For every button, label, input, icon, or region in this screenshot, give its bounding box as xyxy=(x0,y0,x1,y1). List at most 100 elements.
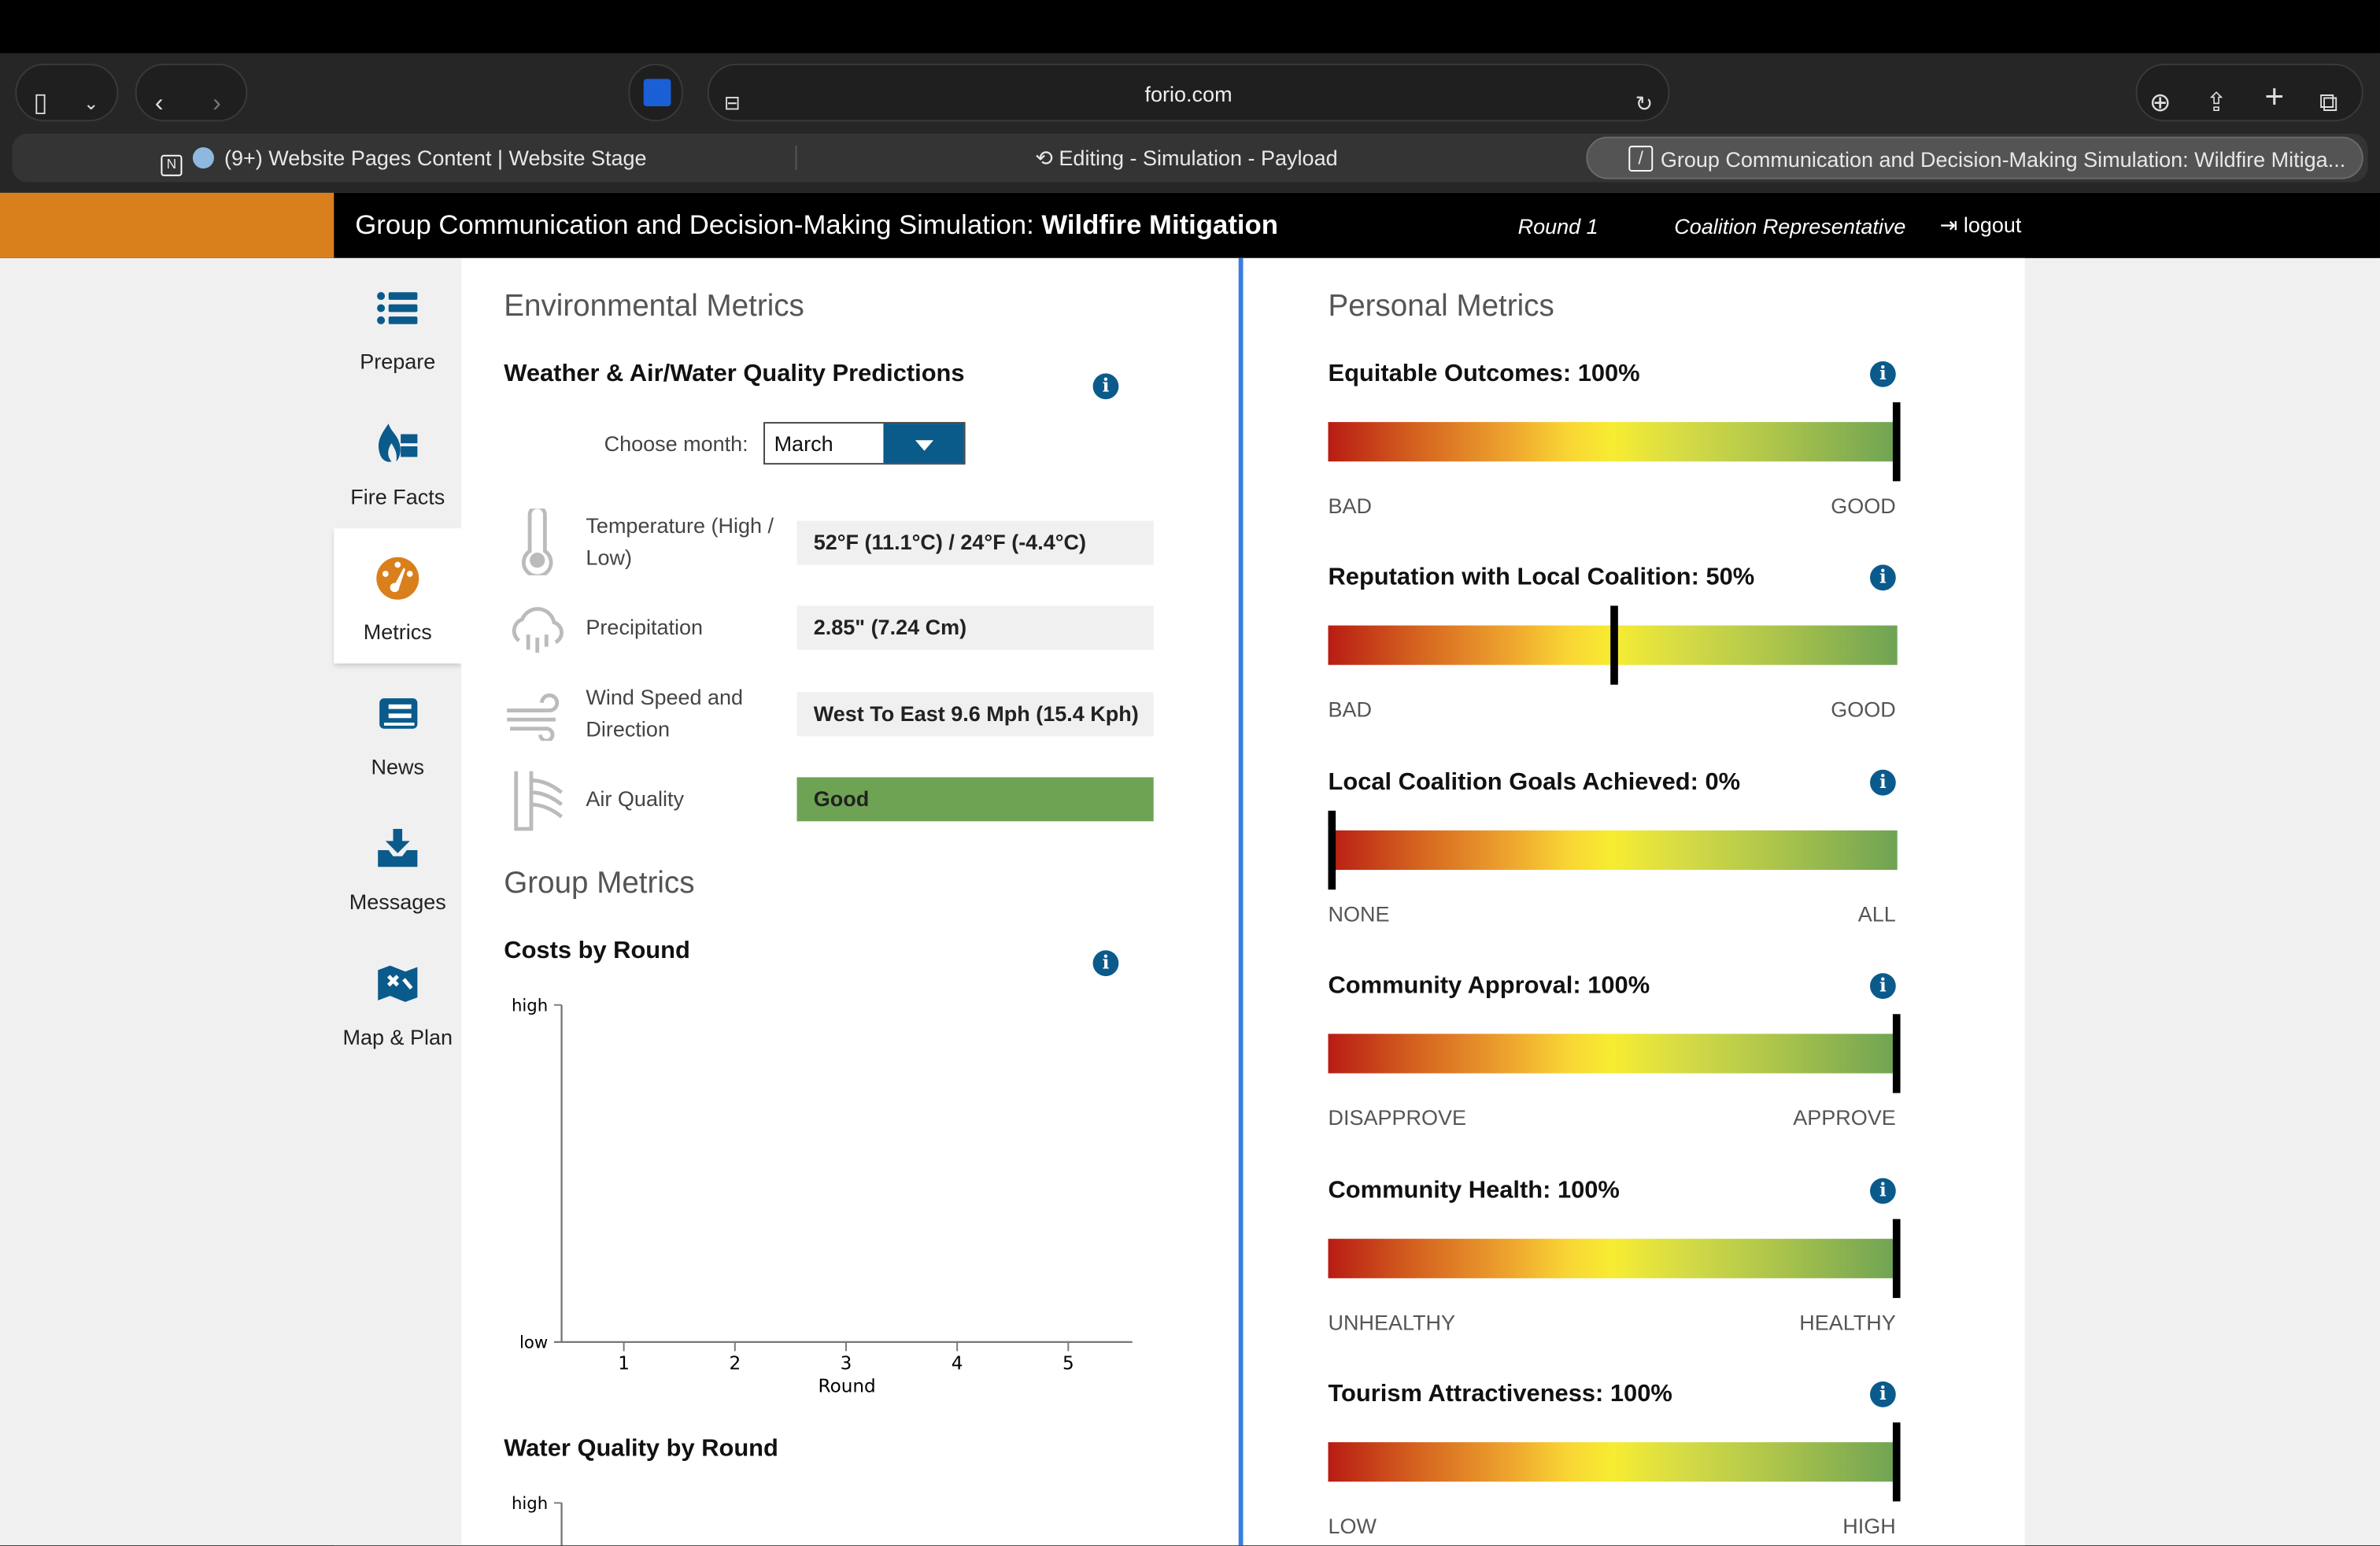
metric-bar-community-approval xyxy=(1328,1014,1901,1093)
sidebar-icon: ▯ xyxy=(33,87,48,117)
metric-bar-reputation-with-local-coalition xyxy=(1328,606,1898,686)
app-header xyxy=(0,192,2380,258)
wind-value: West To East 9.6 Mph (15.4 Kph) xyxy=(796,692,1154,737)
sidebar-toggle-button[interactable]: ▯ ⌄ xyxy=(15,63,119,122)
browser-toolbar: ▯ ⌄ ‹ › ⊟ forio.com ↻ ⊕ ⇪ + ⧉ N (9+) Web… xyxy=(0,53,2380,193)
info-icon[interactable]: i xyxy=(1869,973,1896,1000)
metric-title-community-approval: Community Approval: 100% xyxy=(1328,973,1650,1000)
personal-heading: Personal Metrics xyxy=(1328,290,1554,324)
sidebar-item-messages[interactable]: Messages xyxy=(334,798,461,934)
gauge-icon xyxy=(376,557,419,600)
sidebar-item-prepare[interactable]: Prepare xyxy=(334,258,461,394)
share-icon[interactable]: ⇪ xyxy=(2205,87,2227,117)
tab-editing-simulation[interactable]: ⟲ Editing - Simulation - Payload xyxy=(1035,134,1337,183)
brand-block xyxy=(0,192,334,258)
logout-link[interactable]: ⇥ logout xyxy=(1940,213,2022,239)
back-button[interactable]: ‹ xyxy=(154,87,164,117)
metric-low-label: BAD xyxy=(1328,493,1373,518)
x-tick-label: 1 xyxy=(618,1354,630,1374)
sidebar-item-news[interactable]: News xyxy=(334,664,461,799)
metric-marker xyxy=(1892,1014,1901,1093)
tab-overview-icon[interactable]: ⧉ xyxy=(2319,87,2338,117)
month-value: March xyxy=(774,431,833,456)
metric-high-label: GOOD xyxy=(1831,697,1896,722)
metric-high-label: ALL xyxy=(1857,901,1896,926)
sidebar-item-metrics[interactable]: Metrics xyxy=(334,528,462,664)
sidebar-label: News xyxy=(371,754,425,779)
metric-low-label: BAD xyxy=(1328,697,1373,722)
x-tick-label: 2 xyxy=(729,1354,741,1374)
x-tick-label: 4 xyxy=(952,1354,963,1374)
payload-icon: ⟲ xyxy=(1035,146,1059,170)
metric-low-label: NONE xyxy=(1328,901,1390,926)
metric-low-label: LOW xyxy=(1328,1513,1377,1538)
fire-facts-icon xyxy=(378,423,418,462)
temperature-label: Temperature (High / Low) xyxy=(586,512,774,570)
role-indicator: Coalition Representative xyxy=(1674,213,1906,239)
info-icon[interactable]: i xyxy=(1869,1177,1896,1204)
forward-button[interactable]: › xyxy=(212,87,221,117)
metric-title-community-health: Community Health: 100% xyxy=(1328,1177,1620,1204)
month-select[interactable]: March xyxy=(763,422,966,465)
title-bold: Wildfire Mitigation xyxy=(1041,209,1278,240)
map-icon xyxy=(378,965,418,1002)
sidebar-label: Fire Facts xyxy=(350,484,445,509)
tab-separator xyxy=(795,146,797,170)
metric-title-local-coalition-goals-achieved: Local Coalition Goals Achieved: 0% xyxy=(1328,769,1741,796)
tab-active-simulation[interactable]: / Group Communication and Decision-Makin… xyxy=(1586,136,2363,179)
y-tick-label-low: low xyxy=(519,1333,548,1353)
wind-label: Wind Speed and Direction xyxy=(586,684,744,742)
sidebar-item-fire-facts[interactable]: Fire Facts xyxy=(334,393,461,528)
info-icon[interactable]: i xyxy=(1869,565,1896,591)
chevron-down-icon xyxy=(883,423,964,464)
app-title: Group Communication and Decision-Making … xyxy=(355,209,1278,241)
menu-bar xyxy=(0,0,2380,54)
forio-icon: / xyxy=(1628,146,1654,172)
rain-cloud-icon xyxy=(512,607,564,653)
sidebar-item-map-plan[interactable]: Map & Plan xyxy=(334,934,461,1069)
chevron-down-icon: ⌄ xyxy=(83,92,99,114)
password-extension-button[interactable] xyxy=(628,63,683,122)
newspaper-icon xyxy=(379,698,418,729)
metric-marker xyxy=(1609,606,1617,686)
sidebar-label: Map & Plan xyxy=(342,1024,453,1049)
new-tab-icon[interactable]: + xyxy=(2264,77,2285,116)
temperature-value: 52°F (11.1°C) / 24°F (-4.4°C) xyxy=(796,520,1154,565)
environmental-heading: Environmental Metrics xyxy=(504,290,804,324)
info-icon[interactable]: i xyxy=(1869,361,1896,387)
metric-title-tourism-attractiveness: Tourism Attractiveness: 100% xyxy=(1328,1381,1672,1407)
weather-subheading: Weather & Air/Water Quality Predictions xyxy=(504,361,965,387)
precipitation-label: Precipitation xyxy=(586,615,704,639)
reload-icon[interactable]: ↻ xyxy=(1635,91,1654,116)
info-icon[interactable]: i xyxy=(1869,1381,1896,1407)
info-icon[interactable]: i xyxy=(1092,950,1119,977)
tab-label: Editing - Simulation - Payload xyxy=(1059,146,1338,170)
page-menu-icon: ⊟ xyxy=(723,91,741,114)
wind-icon xyxy=(507,693,560,742)
address-bar[interactable]: ⊟ forio.com ↻ xyxy=(707,63,1670,122)
sidebar-label: Metrics xyxy=(363,619,432,644)
column-divider xyxy=(1238,257,1244,1546)
notion-icon: N xyxy=(161,154,183,176)
metric-high-label: HEALTHY xyxy=(1799,1309,1896,1334)
y-tick-label-high: high xyxy=(512,996,548,1015)
metric-marker xyxy=(1892,1422,1901,1502)
metric-title-reputation-with-local-coalition: Reputation with Local Coalition: 50% xyxy=(1328,565,1755,591)
metric-high-label: HIGH xyxy=(1842,1513,1896,1538)
thermometer-icon xyxy=(521,509,553,575)
globe-icon xyxy=(192,147,214,169)
tab-website-pages[interactable]: N (9+) Website Pages Content | Website S… xyxy=(161,134,647,183)
info-icon[interactable]: i xyxy=(1869,769,1896,796)
costs-chart: high low 1 2 3 4 5 Round xyxy=(512,996,1133,1396)
info-icon[interactable]: i xyxy=(1092,373,1119,400)
tab-bar: N (9+) Website Pages Content | Website S… xyxy=(12,133,2368,183)
metric-bar-equitable-outcomes xyxy=(1328,402,1901,482)
metric-marker xyxy=(1892,1218,1901,1298)
metric-title-equitable-outcomes: Equitable Outcomes: 100% xyxy=(1328,361,1640,387)
title-prefix: Group Communication and Decision-Making … xyxy=(355,209,1042,240)
sidebar-label: Messages xyxy=(349,890,446,914)
download-icon[interactable]: ⊕ xyxy=(2149,87,2171,117)
nav-buttons: ‹ › xyxy=(135,63,248,122)
bitwarden-icon xyxy=(643,79,671,106)
